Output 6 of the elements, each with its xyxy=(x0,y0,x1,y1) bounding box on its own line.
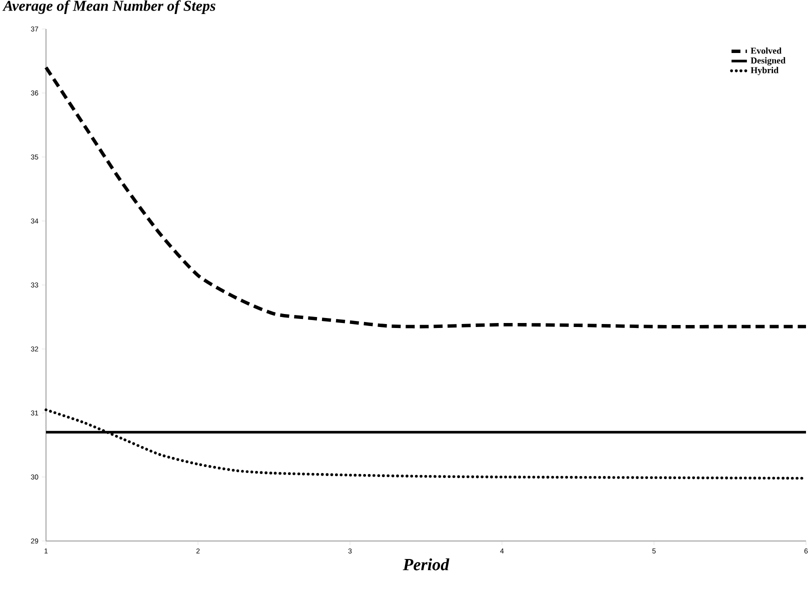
x-axis-title: Period xyxy=(402,558,450,570)
legend-label: Designed xyxy=(750,57,786,66)
legend-label: Hybrid xyxy=(750,66,779,76)
line-series xyxy=(44,66,808,328)
chart-title: Average of Mean Number of Steps xyxy=(2,0,216,14)
legend-label: Evolved xyxy=(750,47,782,54)
